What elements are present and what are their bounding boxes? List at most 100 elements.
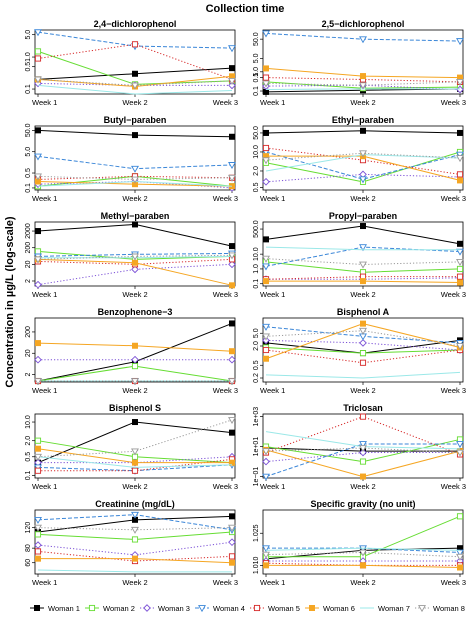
x-tick-label: Week 1 <box>32 386 57 395</box>
series-line <box>37 541 233 556</box>
chart-panel: Benzophenone−3 2 20 200 Week 1 Week 2 Week 3 <box>25 307 238 395</box>
y-tick-label: 50.0 <box>253 126 260 140</box>
data-point <box>34 453 42 461</box>
data-point <box>359 445 367 453</box>
data-point <box>228 133 235 140</box>
x-tick-label: Week 3 <box>213 194 238 203</box>
data-point <box>131 221 138 228</box>
x-tick-label: Week 2 <box>122 194 147 203</box>
panel-title: 2,4−dichlorophenol <box>94 19 177 29</box>
data-point <box>131 259 138 266</box>
y-tick-label: 0.5 <box>25 62 32 72</box>
data-point <box>262 562 269 569</box>
data-point <box>359 448 367 457</box>
data-point <box>262 355 269 362</box>
data-point <box>456 79 464 86</box>
data-point <box>456 553 464 561</box>
chart-panel: 2,5−dichlorophenol 0.1 0.51.0 5.0 50.0 Week 1… <box>253 19 466 107</box>
chart-panel: Specific gravity (no unit) 1.010 1.025 Week… <box>253 499 466 587</box>
legend-item: Woman 4 <box>195 604 245 613</box>
series-line <box>37 84 233 95</box>
legend-label: Woman 3 <box>158 604 190 613</box>
x-tick-label: Week 1 <box>32 98 57 107</box>
y-tick-label: 2.0 <box>25 436 32 446</box>
data-point <box>262 236 269 243</box>
y-tick-label: 1.025 <box>253 524 260 542</box>
y-tick-label: 0.5 <box>253 360 260 370</box>
data-point <box>359 176 367 184</box>
data-point <box>262 551 270 559</box>
x-tick-label: Week 3 <box>213 290 238 299</box>
y-tick-label: 2 <box>25 279 32 283</box>
data-point <box>262 88 269 95</box>
legend-item: Woman 5 <box>250 604 300 613</box>
data-point <box>456 248 464 256</box>
data-point <box>456 343 464 351</box>
series-line <box>265 547 461 551</box>
data-point <box>34 48 42 55</box>
data-point <box>359 73 366 80</box>
panel-title: Creatinine (mg/dL) <box>95 499 175 509</box>
data-point <box>359 127 366 134</box>
data-point <box>34 467 42 474</box>
legend-marker <box>198 605 206 613</box>
y-tick-label: 0.5 <box>25 168 32 178</box>
series-line <box>265 246 460 251</box>
y-tick-label: 5.0 <box>253 53 260 63</box>
data-point <box>131 363 139 370</box>
data-point <box>456 171 464 178</box>
x-tick-label: Week 1 <box>260 194 285 203</box>
y-tick-label: 5.0 <box>25 147 32 157</box>
x-tick-label: Week 2 <box>122 386 147 395</box>
legend-label: Woman 5 <box>268 604 300 613</box>
data-point <box>456 259 464 266</box>
data-point <box>131 165 139 173</box>
data-point <box>262 333 270 341</box>
data-point <box>228 78 236 85</box>
panel-title: Butyl−paraben <box>104 115 167 125</box>
data-point <box>34 548 42 555</box>
data-point <box>262 278 269 285</box>
data-point <box>34 256 42 264</box>
x-tick-label: Week 1 <box>32 578 57 587</box>
legend: Woman 1 Woman 2 Woman 3 Woman 4 Woman 5 Woman… <box>30 604 465 613</box>
y-tick-label: 0.2 <box>253 373 260 383</box>
y-tick-label: 1.0 <box>25 52 32 62</box>
data-point <box>131 41 139 48</box>
data-point <box>228 553 236 560</box>
data-point <box>456 38 464 46</box>
y-tick-label: 0.1 <box>25 183 32 193</box>
data-point <box>262 323 270 331</box>
y-tick-label: 80 <box>25 544 32 552</box>
x-tick-label: Week 3 <box>213 578 238 587</box>
y-tick-label: 10.0 <box>253 145 260 159</box>
data-point <box>34 355 42 364</box>
y-tick-label: 1.010 <box>253 556 260 574</box>
data-point <box>131 526 139 534</box>
legend-marker <box>34 605 41 612</box>
x-tick-label: Week 1 <box>260 98 285 107</box>
data-point <box>456 129 463 136</box>
legend-marker <box>418 605 426 613</box>
x-tick-label: Week 3 <box>441 386 466 395</box>
data-point <box>131 419 138 426</box>
data-point <box>228 320 235 327</box>
x-tick-label: Week 3 <box>213 386 238 395</box>
y-tick-label: 2000 <box>25 223 32 239</box>
data-point <box>34 516 42 524</box>
data-point <box>456 279 463 286</box>
data-point <box>131 459 138 466</box>
data-point <box>228 513 235 520</box>
y-tick-label: 0.1 <box>25 84 32 94</box>
data-point <box>262 263 270 271</box>
series-line <box>37 456 233 468</box>
series-line <box>37 43 233 80</box>
y-tick-label: 10.0 <box>253 247 260 261</box>
legend-label: Woman 1 <box>48 604 80 613</box>
legend-item: Woman 7 <box>360 604 410 613</box>
y-tick-label: 1e−01 <box>253 467 260 487</box>
panel-title: Methyl−paraben <box>101 211 170 221</box>
data-point <box>35 340 42 347</box>
data-point <box>359 562 366 569</box>
chart-panel: Propyl−paraben 0.1 1.0 10.0 500.0 Week 1 Week … <box>253 211 466 299</box>
